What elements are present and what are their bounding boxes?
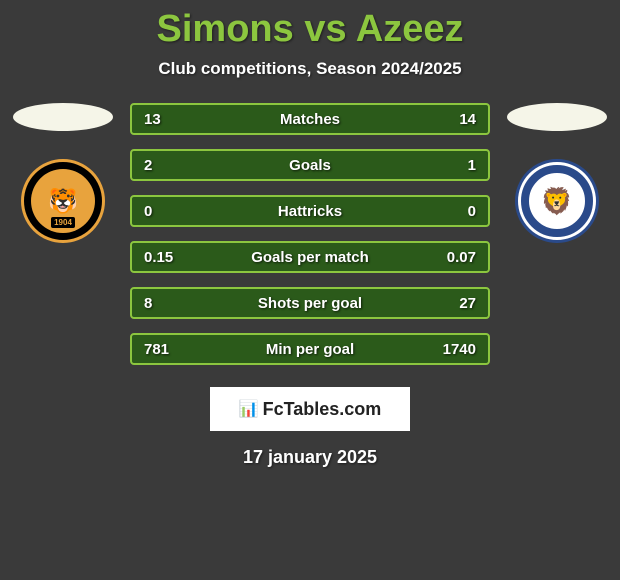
comparison-title: Simons vs Azeez: [0, 0, 620, 51]
club-logo-right: 🦁: [515, 159, 599, 243]
chart-icon: 📊: [239, 399, 259, 419]
stat-bar: 13 Matches 14: [130, 103, 490, 135]
stat-label: Matches: [280, 111, 340, 128]
stat-value-left: 0.15: [144, 249, 189, 266]
stat-bar: 0.15 Goals per match 0.07: [130, 241, 490, 273]
stat-label: Hattricks: [278, 203, 342, 220]
stat-label: Goals per match: [251, 249, 369, 266]
stat-value-right: 1740: [431, 341, 476, 358]
stat-value-right: 0.07: [431, 249, 476, 266]
player-right-column: 🦁: [502, 103, 612, 379]
stat-bar: 8 Shots per goal 27: [130, 287, 490, 319]
stat-value-left: 2: [144, 157, 189, 174]
main-content: 🐯 1904 13 Matches 14 2 Goals 1 0 Hattricks 0 0.15…: [0, 103, 620, 379]
stat-label: Shots per goal: [258, 295, 362, 312]
player-left-oval: [13, 103, 113, 131]
stats-column: 13 Matches 14 2 Goals 1 0 Hattricks 0 0.15 Goals p…: [118, 103, 502, 379]
comparison-date: 17 january 2025: [0, 447, 620, 468]
player-left-column: 🐯 1904: [8, 103, 118, 379]
branding-text: FcTables.com: [263, 399, 382, 420]
stat-label: Min per goal: [266, 341, 354, 358]
stat-value-right: 27: [431, 295, 476, 312]
branding-badge: 📊 FcTables.com: [210, 387, 410, 431]
stat-value-right: 0: [431, 203, 476, 220]
stat-bar: 781 Min per goal 1740: [130, 333, 490, 365]
stat-label: Goals: [289, 157, 331, 174]
comparison-subtitle: Club competitions, Season 2024/2025: [0, 59, 620, 79]
stat-bar: 2 Goals 1: [130, 149, 490, 181]
stat-value-left: 781: [144, 341, 189, 358]
lion-icon: 🦁: [541, 186, 573, 217]
club-logo-left: 🐯 1904: [21, 159, 105, 243]
stat-value-right: 1: [431, 157, 476, 174]
stat-value-right: 14: [431, 111, 476, 128]
stat-value-left: 8: [144, 295, 189, 312]
club-year-left: 1904: [51, 217, 75, 228]
stat-value-left: 13: [144, 111, 189, 128]
millwall-ring: 🦁: [521, 165, 593, 237]
player-right-oval: [507, 103, 607, 131]
stat-value-left: 0: [144, 203, 189, 220]
stat-bar: 0 Hattricks 0: [130, 195, 490, 227]
